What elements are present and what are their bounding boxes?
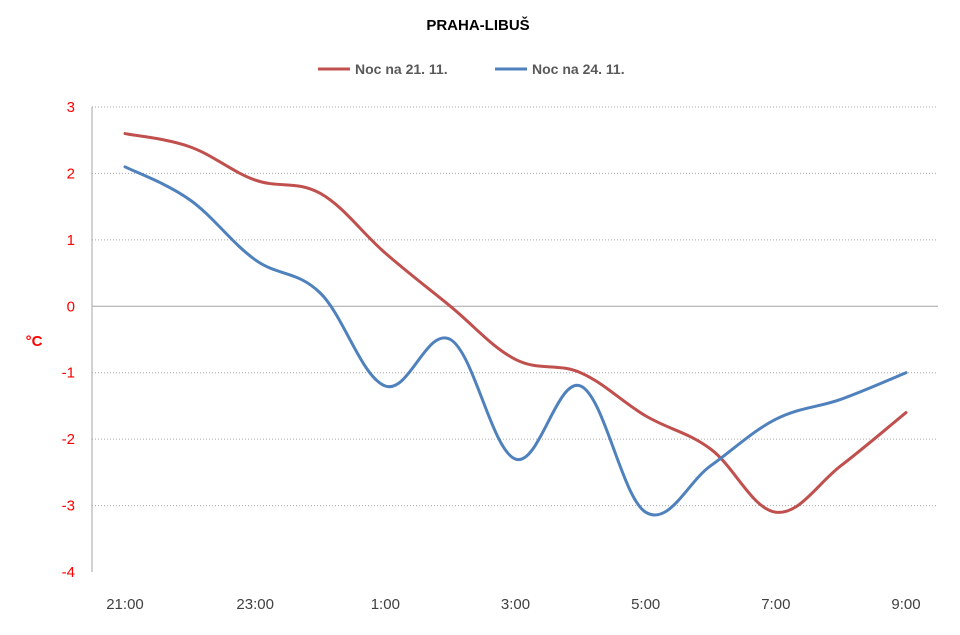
y-tick-label: 1	[67, 232, 75, 249]
legend-label: Noc na 21. 11.	[355, 61, 448, 77]
y-tick-label: 2	[67, 165, 75, 182]
y-axis-label: °C	[26, 333, 43, 350]
x-tick-label: 9:00	[891, 596, 920, 613]
y-tick-label: 0	[67, 298, 75, 315]
y-tick-labels: 3 2 1 0 -1 -2 -3 -4	[62, 99, 75, 581]
y-tick-label: -2	[62, 431, 75, 448]
x-tick-label: 23:00	[236, 596, 274, 613]
y-tick-label: -3	[62, 498, 75, 515]
y-tick-label: 3	[67, 99, 75, 116]
x-tick-labels: 21:00 23:00 1:00 3:00 5:00 7:00 9:00	[106, 596, 920, 613]
series-line-1	[123, 132, 908, 514]
chart-title: PRAHA-LIBUŠ	[426, 16, 529, 34]
x-tick-label: 5:00	[631, 596, 660, 613]
y-tick-label: -1	[62, 365, 75, 382]
y-tick-label: -4	[62, 564, 75, 581]
x-tick-label: 7:00	[761, 596, 790, 613]
x-tick-label: 3:00	[501, 596, 530, 613]
x-tick-label: 1:00	[371, 596, 400, 613]
series-lines	[123, 132, 908, 517]
legend: Noc na 21. 11. Noc na 24. 11.	[318, 61, 625, 77]
x-tick-label: 21:00	[106, 596, 144, 613]
legend-label: Noc na 24. 11.	[532, 61, 625, 77]
series-line-2	[123, 165, 908, 517]
axes	[91, 107, 938, 572]
